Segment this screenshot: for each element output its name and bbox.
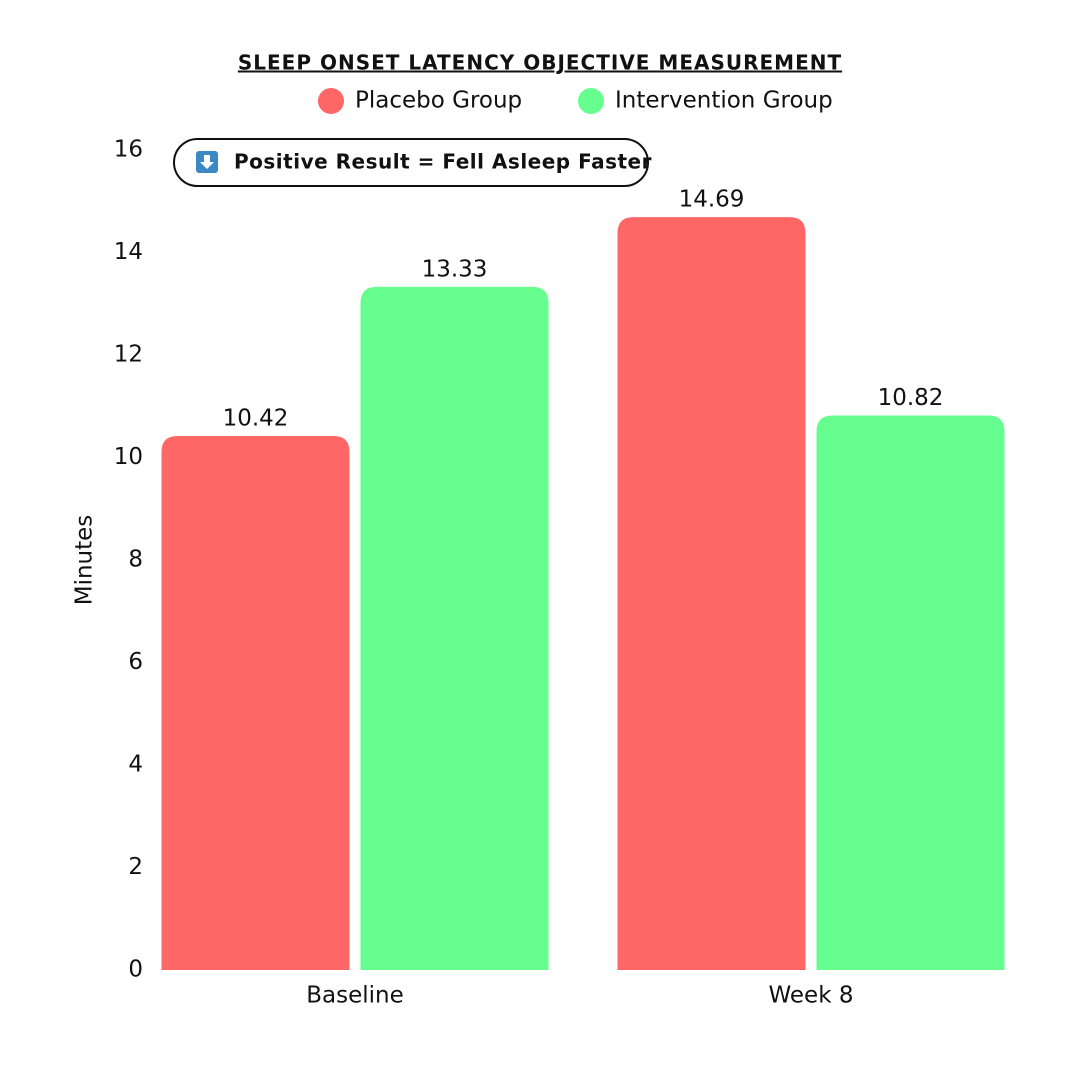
bar	[617, 217, 806, 970]
annotation-icon-arrow	[200, 155, 214, 169]
legend-marker	[578, 88, 604, 114]
chart-title: SLEEP ONSET LATENCY OBJECTIVE MEASUREMEN…	[238, 51, 842, 75]
y-axis-label: Minutes	[72, 515, 98, 606]
x-tick-label: Baseline	[306, 983, 404, 1009]
y-tick-label: 10	[114, 444, 143, 470]
y-tick-label: 16	[114, 137, 143, 163]
y-tick-label: 4	[128, 752, 143, 778]
value-label: 10.42	[223, 405, 289, 431]
y-tick-label: 12	[114, 342, 143, 368]
y-tick-label: 8	[128, 547, 143, 573]
value-label: 13.33	[422, 256, 488, 282]
bar	[816, 415, 1005, 971]
legend-label: Intervention Group	[615, 88, 833, 114]
bar	[161, 435, 350, 971]
y-tick-label: 2	[128, 854, 143, 880]
legend-marker	[318, 88, 344, 114]
value-label: 14.69	[679, 187, 745, 213]
annotation-box	[173, 138, 649, 187]
y-tick-label: 6	[128, 649, 143, 675]
y-tick-label: 14	[114, 239, 143, 265]
annotation: Positive Result = Fell Asleep Faster	[234, 150, 652, 174]
value-label: 10.82	[878, 385, 944, 411]
bar	[360, 286, 549, 970]
x-tick-label: Week 8	[769, 983, 854, 1009]
y-tick-label: 0	[128, 957, 143, 983]
legend-label: Placebo Group	[355, 88, 522, 114]
